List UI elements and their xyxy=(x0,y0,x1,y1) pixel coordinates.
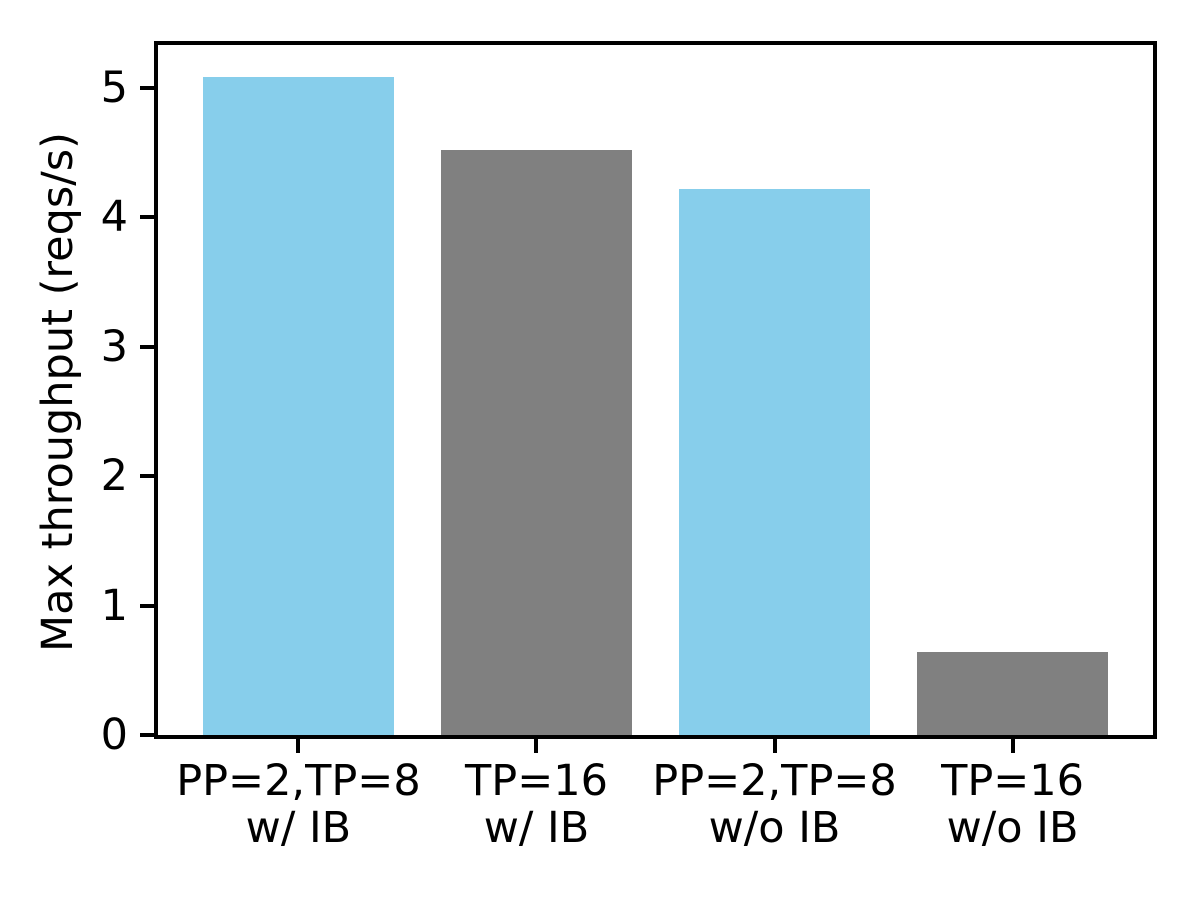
bar-1 xyxy=(203,77,394,735)
x-tick-label-3: PP=2,TP=8 w/o IB xyxy=(652,756,897,853)
bar-4 xyxy=(917,652,1108,735)
y-tick-mark-3 xyxy=(140,344,154,349)
x-tick-label-2: TP=16 w/ IB xyxy=(464,756,608,853)
y-tick-label-0: 0 xyxy=(100,710,128,760)
x-tick-label-4: TP=16 w/o IB xyxy=(941,756,1085,853)
y-tick-mark-4 xyxy=(140,215,154,220)
plot-area-frame xyxy=(154,41,1157,739)
y-tick-label-2: 2 xyxy=(100,451,128,502)
y-tick-mark-5 xyxy=(140,85,154,90)
x-tick-mark-1 xyxy=(296,739,301,753)
x-tick-mark-4 xyxy=(1010,739,1015,753)
x-tick-label-1: PP=2,TP=8 w/ IB xyxy=(176,756,421,853)
y-tick-mark-0 xyxy=(140,733,154,737)
x-tick-mark-3 xyxy=(772,739,777,753)
y-tick-label-1: 1 xyxy=(100,580,128,631)
y-tick-label-5: 5 xyxy=(100,62,128,113)
y-tick-label-3: 3 xyxy=(100,321,128,372)
bar-2 xyxy=(441,149,632,735)
x-tick-mark-2 xyxy=(534,739,539,753)
y-tick-mark-1 xyxy=(140,603,154,608)
bar-3 xyxy=(679,188,870,735)
y-tick-label-4: 4 xyxy=(100,192,128,243)
y-tick-mark-2 xyxy=(140,474,154,479)
